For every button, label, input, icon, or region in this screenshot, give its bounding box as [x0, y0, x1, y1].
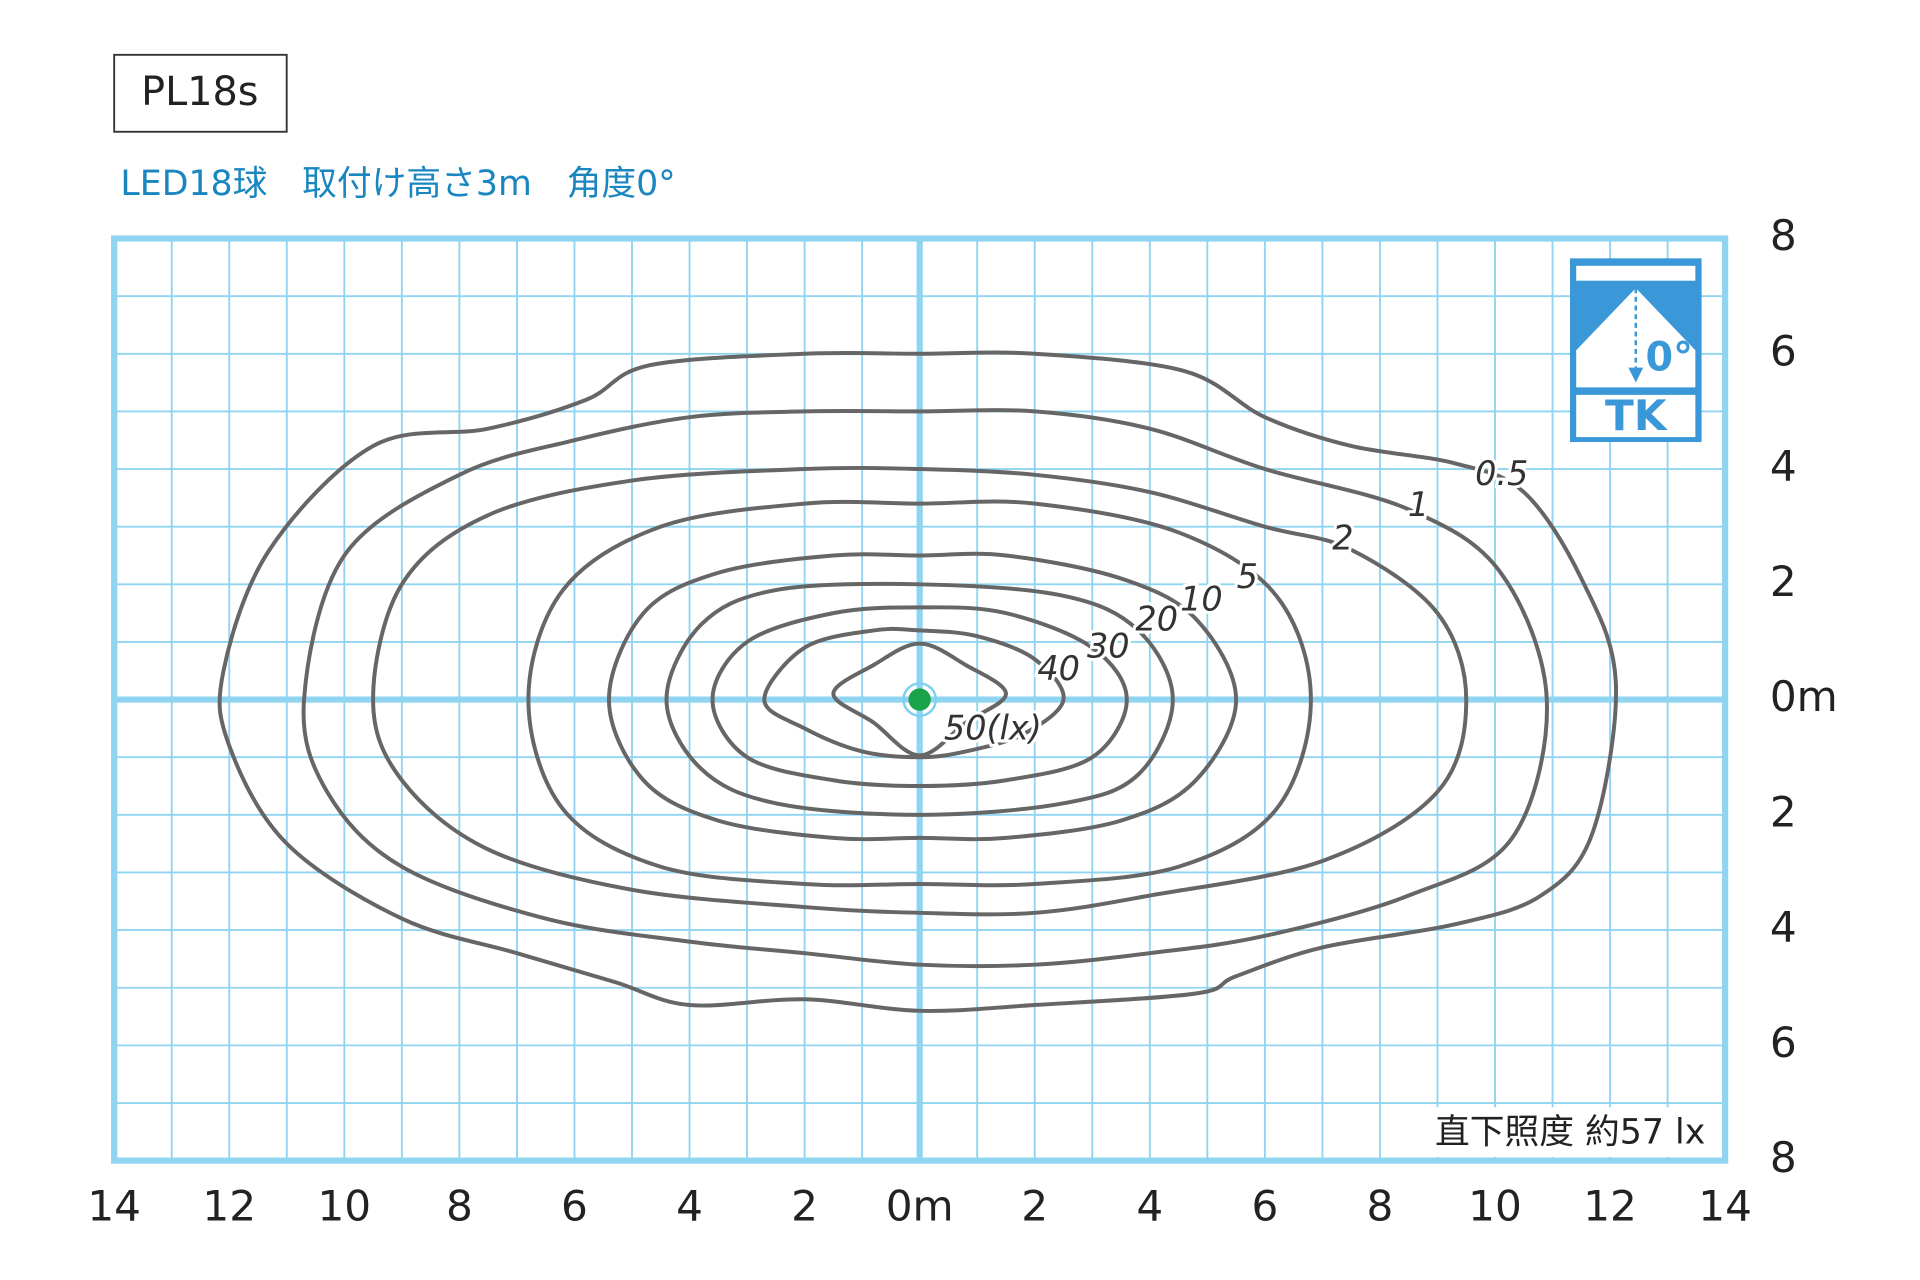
light-halo [902, 682, 938, 717]
x-tick-label: 2 [791, 1182, 818, 1231]
contour-label: 0.5 [1475, 454, 1528, 493]
x-tick-label: 4 [676, 1182, 703, 1231]
contour-line [831, 641, 1008, 758]
icon-code: TK [1605, 391, 1668, 440]
icon-beam [1576, 288, 1696, 388]
icon-code-bg [1576, 394, 1696, 438]
x-tick-label: 12 [202, 1182, 256, 1231]
plot-border [111, 235, 1729, 1164]
contour-line [762, 626, 1066, 760]
chart-title: PL18s [141, 69, 258, 115]
y-tick-label: 0m [1770, 672, 1838, 721]
contour-label: 30 [1087, 627, 1130, 666]
y-tick-label: 8 [1770, 211, 1797, 260]
y-tick-label: 2 [1770, 557, 1797, 606]
icon-arrowhead [1628, 367, 1644, 383]
y-tick-label: 6 [1770, 1018, 1797, 1067]
x-tick-label: 12 [1583, 1182, 1637, 1231]
x-tick-label: 0m [886, 1182, 954, 1231]
x-tick-label: 10 [1468, 1182, 1522, 1231]
x-tick-label: 4 [1136, 1182, 1163, 1231]
x-tick-label: 8 [446, 1182, 473, 1231]
x-tick-label: 2 [1021, 1182, 1048, 1231]
contour-label: 10 [1180, 579, 1223, 618]
y-tick-label: 4 [1770, 442, 1797, 491]
title-box [113, 53, 288, 133]
x-tick-label: 10 [317, 1182, 371, 1231]
contour-label: 1 [1408, 485, 1429, 524]
x-tick-label: 6 [561, 1182, 588, 1231]
contour-line [301, 408, 1549, 969]
icon-angle: 0° [1646, 335, 1693, 381]
y-tick-label: 4 [1770, 903, 1797, 952]
y-tick-label: 6 [1770, 326, 1797, 375]
contour-line [710, 605, 1129, 789]
contour-line [606, 551, 1239, 842]
x-tick-label: 6 [1251, 1182, 1278, 1231]
contour-line [664, 581, 1175, 817]
contour-line [371, 465, 1469, 917]
x-tick-label: 8 [1367, 1182, 1394, 1231]
x-tick-label: 14 [87, 1182, 141, 1231]
contour-label: 2 [1332, 519, 1353, 558]
annotation-box [1387, 1107, 1718, 1157]
contour-line [217, 350, 1619, 1013]
angle-icon: 0° TK [1570, 258, 1702, 443]
contour-label: 20 [1135, 599, 1178, 638]
icon-lamp [1576, 265, 1696, 281]
contour-label: 40 [1037, 649, 1080, 688]
y-tick-label: 8 [1770, 1133, 1797, 1182]
light-source [908, 688, 931, 711]
annotation: 直下照度 約57 lx [1435, 1112, 1705, 1152]
subtitle: LED18球 取付け高さ3m 角度0° [120, 164, 675, 204]
contour-label: 5 [1237, 557, 1258, 596]
contour-label: 50(lx) [944, 708, 1042, 747]
contour-line [526, 499, 1313, 888]
x-tick-label: 14 [1698, 1182, 1752, 1231]
y-tick-label: 2 [1770, 787, 1797, 836]
